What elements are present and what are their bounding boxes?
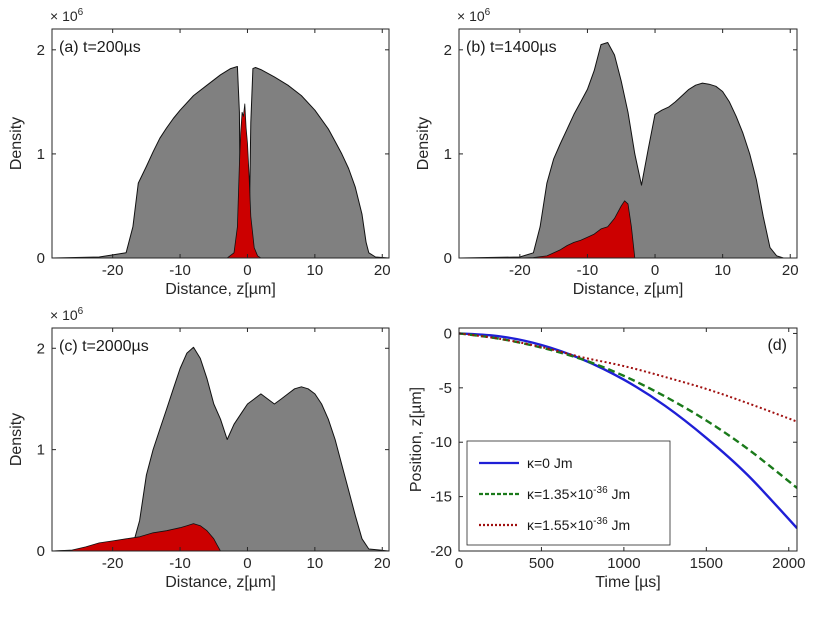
total-density-area [52,346,389,551]
x-axis-label: Distance, z[µm] [573,281,684,298]
x-tick-label: 20 [374,555,391,572]
x-tick-label: 0 [455,555,463,572]
panel-title: (c) t=2000µs [59,338,149,355]
y-tick-label: -5 [439,380,452,397]
y-axis-label: Density [415,117,432,170]
x-tick-label: 0 [243,555,251,572]
y-tick-label: 0 [37,543,45,560]
x-tick-label: 500 [529,555,554,572]
axes-frame [51,28,390,259]
y-tick-label: 1 [444,146,452,163]
panel-title: (d) [767,337,787,354]
x-tick-label: 1500 [690,555,723,572]
y-scale-multiplier: × 106 [50,306,84,323]
y-axis-label: Position, z[µm] [408,387,425,492]
series-line-1 [459,332,797,530]
panel-c: -20 -10 0 10 20 0 1 2 Distance, z[µm] Density × 10… [8,306,391,591]
x-tick-label: 10 [307,555,324,572]
x-tick-label: 1000 [607,555,640,572]
axes-frame [458,28,798,259]
x-axis-label: Distance, z[µm] [165,281,276,298]
y-tick-label: 0 [444,250,452,267]
series-line-3 [459,332,797,423]
panel-title: (a) t=200µs [59,39,141,56]
x-tick-label: 0 [243,262,251,279]
y-tick-label: 2 [444,42,452,59]
legend-entry-3: κ=1.55×10-36 Jm [527,516,630,533]
plot-marks [52,346,389,551]
minority-density-area [52,103,389,258]
x-tick-label: -10 [169,262,191,279]
x-tick-label: 10 [714,262,731,279]
total-density-area [459,42,797,258]
x-tick-label: -20 [509,262,531,279]
y-axis-label: Density [8,117,25,170]
y-tick-label: -10 [430,434,452,451]
legend-entry-2: κ=1.35×10-36 Jm [527,485,630,502]
y-tick-label: 2 [37,42,45,59]
y-tick-label: -20 [430,543,452,560]
x-axis-label: Distance, z[µm] [165,574,276,591]
series-line-2 [459,332,797,489]
axes-frame [51,327,390,552]
y-tick-label: 0 [444,325,452,342]
y-tick-label: 1 [37,442,45,459]
y-tick-label: 2 [37,340,45,357]
y-axis-label: Density [8,413,25,466]
y-tick-label: 1 [37,146,45,163]
legend: κ=0 Jm κ=1.35×10-36 Jm κ=1.55×10-36 Jm [466,440,671,546]
minority-density-area [52,523,389,551]
y-tick-label: 0 [37,250,45,267]
panel-b: -20 -10 0 10 20 0 1 2 Distance, z[µm] Density × 10… [415,7,799,298]
x-tick-label: -20 [102,262,124,279]
x-tick-label: -10 [577,262,599,279]
y-scale-multiplier: × 106 [457,7,491,24]
x-tick-label: 20 [782,262,799,279]
y-scale-multiplier: × 106 [50,7,84,24]
x-axis-label: Time [µs] [595,574,661,591]
x-tick-label: -10 [169,555,191,572]
plot-marks [52,66,389,258]
y-tick-label: -15 [430,489,452,506]
x-tick-label: -20 [102,555,124,572]
panel-a: -20 -10 0 10 20 0 1 2 Distance, z[µm] Density × 10… [8,7,391,298]
minority-density-area [459,200,797,258]
panel-title: (b) t=1400µs [466,39,557,56]
x-tick-label: 2000 [772,555,805,572]
x-tick-label: 0 [651,262,659,279]
plot-marks [459,332,797,530]
x-tick-label: 10 [307,262,324,279]
axes-frame [458,327,798,552]
plot-marks [459,42,797,258]
legend-entry-1: κ=0 Jm [527,455,573,471]
x-tick-label: 20 [374,262,391,279]
panel-d: 0 500 1000 1500 2000 0 -5 -10 -15 -20 Time [µs] Pos… [408,325,805,591]
